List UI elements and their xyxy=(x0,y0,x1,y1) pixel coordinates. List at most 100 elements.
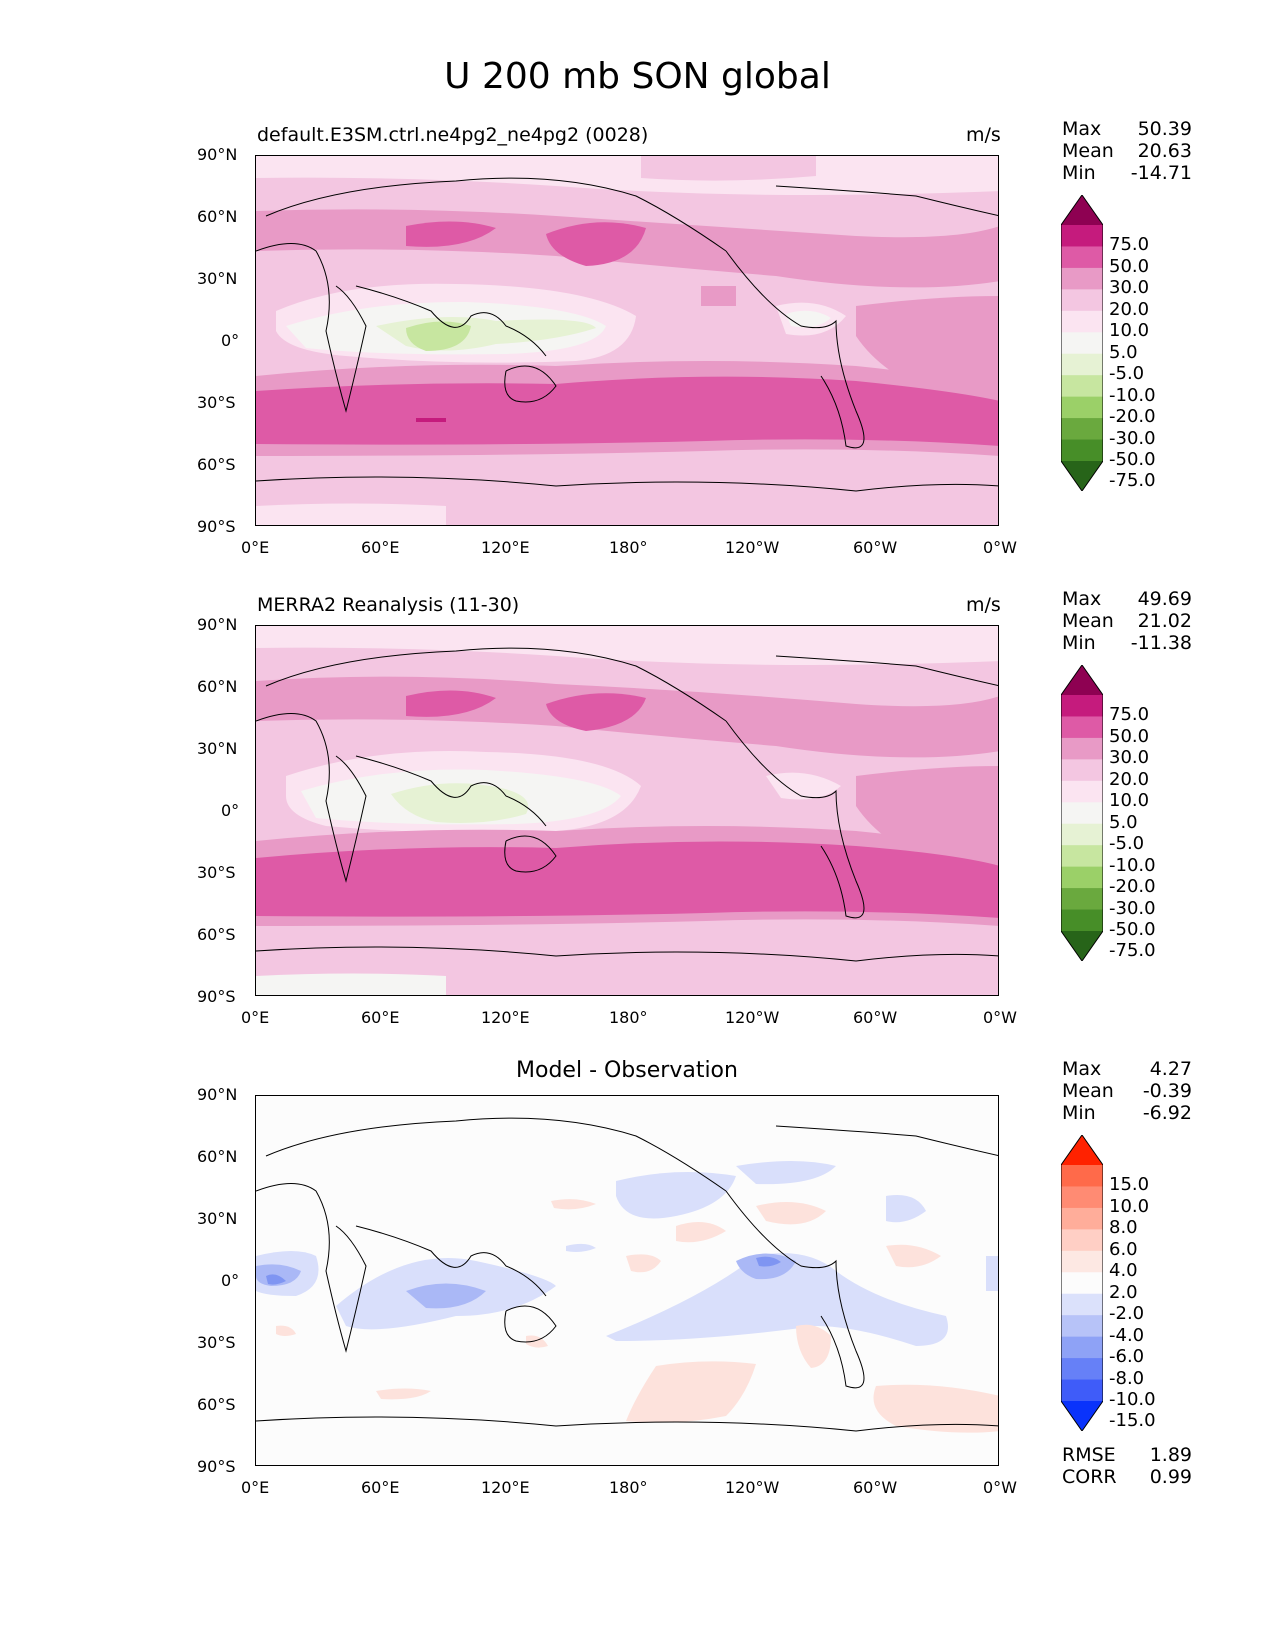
lat-tick: 30°S xyxy=(197,1333,236,1352)
colorbar-segment xyxy=(1061,1336,1103,1359)
stat-rmse: RMSE 1.89 xyxy=(1062,1444,1192,1466)
colorbar-cap-top xyxy=(1061,665,1103,695)
colorbar-segment xyxy=(1061,1165,1103,1187)
colorbar-level-label: -30.0 xyxy=(1109,897,1156,919)
stats-box: Max 49.69 Mean 21.02 Min -11.38 xyxy=(1062,588,1192,654)
colorbar-level-label: 10.0 xyxy=(1109,1195,1150,1217)
lat-tick: 30°N xyxy=(197,1209,238,1228)
colorbar-segment xyxy=(1061,418,1103,441)
lon-tick: 0°E xyxy=(241,538,270,557)
colorbar-segment xyxy=(1061,716,1103,739)
lon-tick: 0°W xyxy=(983,538,1017,557)
stat-min: Min -14.71 xyxy=(1062,162,1192,184)
colorbar-level-label: -75.0 xyxy=(1109,940,1156,962)
lon-tick: 180° xyxy=(609,538,648,557)
colorbar-segment xyxy=(1061,737,1103,760)
colorbar-segment xyxy=(1061,909,1103,932)
colorbar-segment xyxy=(1061,289,1103,312)
colorbar-level-label: -75.0 xyxy=(1109,470,1156,492)
colorbar-level-label: 5.0 xyxy=(1109,341,1138,363)
colorbar-segment xyxy=(1061,1358,1103,1381)
colorbar-level-label: 15.0 xyxy=(1109,1174,1150,1196)
colorbar: 75.0 50.0 30.0 20.0 10.0 5.0 -5.0 -10.0 -20.0 -30… xyxy=(1060,194,1156,492)
colorbar-segment xyxy=(1061,1186,1103,1209)
figure-title: U 200 mb SON global xyxy=(444,56,831,97)
lat-tick: 60°S xyxy=(197,455,236,474)
panel-title-left: MERRA2 Reanalysis (11-30) xyxy=(257,594,520,616)
colorbar-segment xyxy=(1061,332,1103,355)
colorbar-level-label: 20.0 xyxy=(1109,768,1150,790)
lat-tick: 30°S xyxy=(197,393,236,412)
map-reference xyxy=(255,625,999,996)
panel-units: m/s xyxy=(966,124,1001,146)
lat-tick: 90°N xyxy=(197,145,238,164)
colorbar-cap-top xyxy=(1061,195,1103,225)
colorbar: 15.0 10.0 8.0 6.0 4.0 2.0 -2.0 -4.0 -6.0 -8.0 -10.… xyxy=(1060,1134,1156,1432)
colorbar-segment xyxy=(1061,439,1103,462)
colorbar-level-label: -2.0 xyxy=(1109,1303,1145,1325)
colorbar-cap-bottom xyxy=(1061,931,1103,961)
colorbar-segment xyxy=(1061,1272,1103,1295)
lon-tick: 60°W xyxy=(853,538,898,557)
lat-tick: 60°N xyxy=(197,207,238,226)
lon-tick: 0°E xyxy=(241,1008,270,1027)
colorbar-segment xyxy=(1061,888,1103,911)
lat-tick: 0° xyxy=(221,1271,240,1290)
colorbar-level-label: 10.0 xyxy=(1109,790,1150,812)
colorbar-level-label: -10.0 xyxy=(1109,854,1156,876)
lon-tick: 120°E xyxy=(481,1478,530,1497)
colorbar-level-label: 2.0 xyxy=(1109,1281,1138,1303)
colorbar-level-label: -4.0 xyxy=(1109,1324,1145,1346)
lat-tick: 30°N xyxy=(197,269,238,288)
lat-tick: 90°S xyxy=(197,987,236,1006)
colorbar-segment xyxy=(1061,246,1103,269)
colorbar-level-label: -5.0 xyxy=(1109,833,1145,855)
lat-tick: 60°S xyxy=(197,1395,236,1414)
lon-tick: 120°W xyxy=(725,1008,780,1027)
colorbar-level-label: 20.0 xyxy=(1109,298,1150,320)
colorbar-segment xyxy=(1061,1315,1103,1338)
colorbar-segment xyxy=(1061,225,1103,247)
colorbar-level-label: 6.0 xyxy=(1109,1238,1138,1260)
colorbar-segment xyxy=(1061,310,1103,333)
lat-tick: 60°N xyxy=(197,1147,238,1166)
colorbar-level-label: 5.0 xyxy=(1109,811,1138,833)
colorbar-level-label: -10.0 xyxy=(1109,384,1156,406)
colorbar-segment xyxy=(1061,375,1103,398)
colorbar-level-label: 50.0 xyxy=(1109,255,1150,277)
lon-tick: 60°W xyxy=(853,1478,898,1497)
stat-min: Min -6.92 xyxy=(1062,1102,1192,1124)
lon-tick: 60°E xyxy=(361,1478,400,1497)
lon-tick: 0°E xyxy=(241,1478,270,1497)
lon-tick: 60°E xyxy=(361,538,400,557)
stat-corr: CORR 0.99 xyxy=(1062,1466,1192,1488)
stat-max: Max 50.39 xyxy=(1062,118,1192,140)
colorbar: 75.0 50.0 30.0 20.0 10.0 5.0 -5.0 -10.0 -20.0 -30… xyxy=(1060,664,1156,962)
colorbar-svg xyxy=(1060,664,1104,962)
stat-min: Min -11.38 xyxy=(1062,632,1192,654)
colorbar-level-label: 75.0 xyxy=(1109,704,1150,726)
colorbar-segment xyxy=(1061,1379,1103,1402)
panel-units: m/s xyxy=(966,594,1001,616)
panel-title-left: default.E3SM.ctrl.ne4pg2_ne4pg2 (0028) xyxy=(257,124,649,146)
lon-tick: 120°E xyxy=(481,538,530,557)
colorbar-level-label: 75.0 xyxy=(1109,234,1150,256)
colorbar-level-label: 50.0 xyxy=(1109,725,1150,747)
colorbar-segment xyxy=(1061,780,1103,803)
stat-mean: Mean -0.39 xyxy=(1062,1080,1192,1102)
colorbar-level-label: 8.0 xyxy=(1109,1217,1138,1239)
lat-tick: 90°N xyxy=(197,1085,238,1104)
colorbar-level-label: 4.0 xyxy=(1109,1260,1138,1282)
lon-tick: 120°E xyxy=(481,1008,530,1027)
error-stats-box: RMSE 1.89 CORR 0.99 xyxy=(1062,1444,1192,1488)
lat-tick: 90°N xyxy=(197,615,238,634)
lon-tick: 120°W xyxy=(725,538,780,557)
colorbar-segment xyxy=(1061,759,1103,782)
colorbar-level-label: 30.0 xyxy=(1109,747,1150,769)
panel-title-center: Model - Observation xyxy=(516,1058,738,1083)
stats-box: Max 50.39 Mean 20.63 Min -14.71 xyxy=(1062,118,1192,184)
colorbar-level-label: 10.0 xyxy=(1109,320,1150,342)
lat-tick: 60°N xyxy=(197,677,238,696)
colorbar-level-label: 30.0 xyxy=(1109,277,1150,299)
colorbar-level-label: -20.0 xyxy=(1109,876,1156,898)
